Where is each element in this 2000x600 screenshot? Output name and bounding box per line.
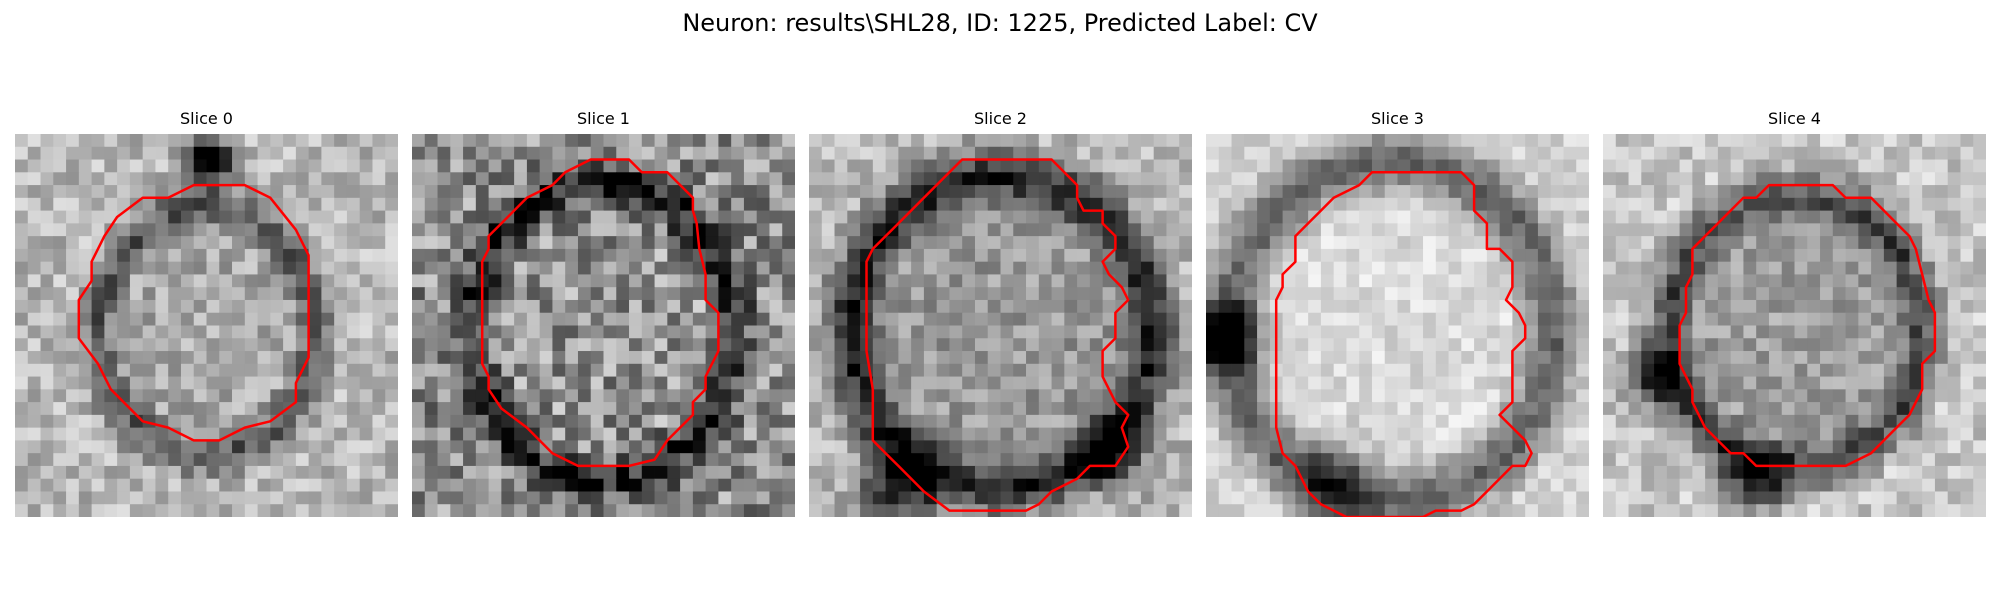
segmentation-contour-0 [77,183,310,442]
slice-image-1 [412,134,795,517]
segmentation-contour-4 [1678,183,1937,468]
slice-image-4 [1603,134,1986,517]
slice-title-3: Slice 3 [1371,109,1424,128]
slice-title-2: Slice 2 [974,109,1027,128]
slice-image-2 [809,134,1192,517]
slice-title-4: Slice 4 [1768,109,1821,128]
slice-panel-0: Slice 0 [15,108,398,517]
slice-title-1: Slice 1 [577,109,630,128]
segmentation-contour-2 [865,158,1130,512]
slice-panel-1: Slice 1 [412,108,795,517]
figure-title: Neuron: results\SHL28, ID: 1225, Predict… [682,9,1318,37]
segmentation-contour-3 [1274,171,1533,517]
slice-panel-3: Slice 3 [1206,108,1589,517]
slice-image-3 [1206,134,1589,517]
slice-title-0: Slice 0 [180,109,233,128]
slice-panel-2: Slice 2 [809,108,1192,517]
slice-panel-4: Slice 4 [1603,108,1986,517]
slice-image-0 [15,134,398,517]
segmentation-contour-1 [480,158,720,468]
